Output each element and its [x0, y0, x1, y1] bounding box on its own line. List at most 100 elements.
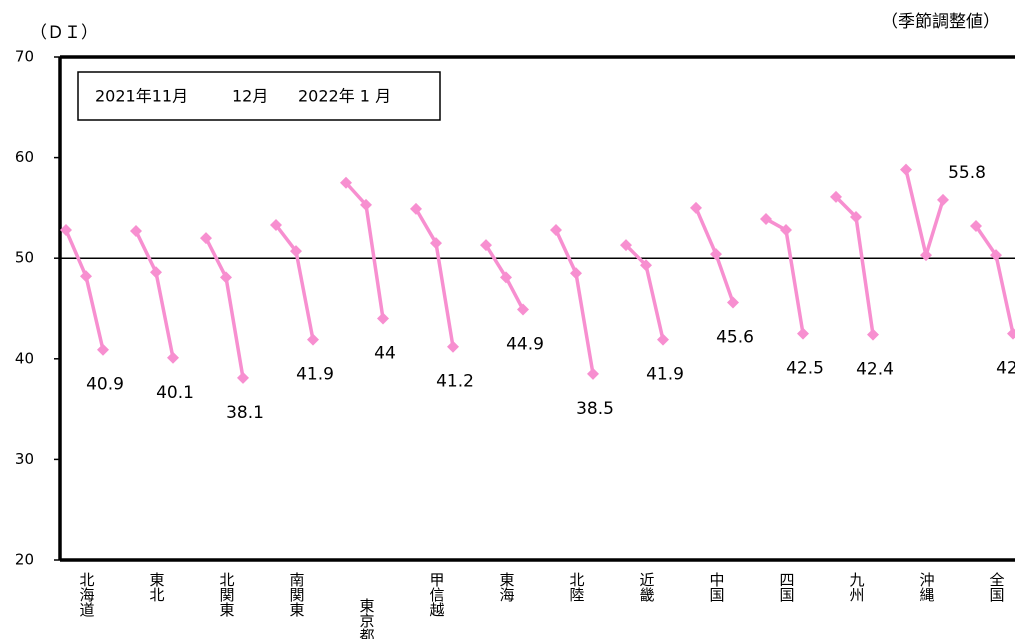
- segment: [504, 276, 525, 311]
- segment: [624, 243, 648, 267]
- note: （季節調整値）: [881, 12, 1000, 32]
- marker: [710, 248, 722, 261]
- segment: [364, 204, 385, 319]
- data-label: 55.8: [948, 163, 986, 183]
- marker: [80, 270, 92, 283]
- data-label: 45.6: [716, 327, 754, 347]
- segment: [224, 277, 245, 379]
- segment: [484, 244, 508, 279]
- y-tick-label: 20: [15, 551, 34, 569]
- segment: [204, 237, 228, 279]
- legend-entry: 2021年11月: [95, 87, 188, 106]
- region-group: [550, 224, 599, 380]
- segment: [854, 216, 875, 335]
- marker: [920, 249, 932, 262]
- marker: [237, 371, 249, 384]
- marker: [500, 271, 512, 284]
- segment: [154, 271, 175, 359]
- x-tick-label: 南関東: [288, 572, 306, 617]
- region-group: [970, 220, 1015, 340]
- marker: [657, 333, 669, 346]
- segment: [344, 181, 368, 207]
- legend-entry: 2022年 1 月: [298, 87, 391, 106]
- marker: [990, 249, 1002, 262]
- y-tick-label: 50: [15, 249, 34, 267]
- marker: [850, 210, 862, 223]
- segment: [714, 253, 735, 304]
- x-tick-label: 北海道: [78, 572, 96, 617]
- x-tick-label: 九州: [848, 572, 866, 602]
- marker: [830, 190, 842, 203]
- x-tick-label: 中国: [708, 572, 726, 602]
- data-label: 41.2: [436, 372, 474, 392]
- marker: [780, 224, 792, 237]
- x-tick-label: 東京都: [358, 598, 376, 639]
- marker: [550, 224, 562, 237]
- region-group: [900, 163, 949, 262]
- data-label: 44: [374, 344, 396, 364]
- marker: [307, 333, 319, 346]
- segment: [994, 254, 1015, 335]
- segment: [434, 242, 455, 348]
- region-group: [620, 239, 669, 346]
- segment: [974, 225, 998, 257]
- segment: [924, 199, 945, 256]
- segment: [64, 229, 88, 278]
- marker: [97, 343, 109, 356]
- region-group: [270, 219, 319, 346]
- region-group: [760, 212, 809, 340]
- x-tick-label: 東北: [148, 572, 166, 602]
- data-label: 40.9: [86, 375, 124, 395]
- region-group: [480, 239, 529, 316]
- x-tick-label: 北陸: [568, 572, 586, 602]
- marker: [220, 271, 232, 284]
- x-tick-label: 東海: [498, 572, 516, 602]
- y-axis-label: （ＤＩ）: [30, 23, 98, 43]
- x-tick-label: 全国: [988, 571, 1006, 602]
- segment: [784, 229, 805, 334]
- x-tick-label: 北関東: [218, 572, 236, 617]
- data-label: 42.4: [856, 360, 894, 380]
- marker: [760, 212, 772, 225]
- segment: [694, 207, 718, 255]
- region-group: [130, 225, 179, 364]
- segment: [574, 272, 595, 375]
- y-tick-label: 70: [15, 48, 34, 66]
- segment: [274, 223, 298, 253]
- segment: [554, 229, 578, 275]
- marker: [377, 312, 389, 325]
- data-label: 40.1: [156, 383, 194, 403]
- data-label: 38.1: [226, 403, 264, 423]
- segment: [84, 275, 105, 351]
- segment: [294, 250, 315, 341]
- region-group: [830, 190, 879, 341]
- segment: [644, 264, 665, 341]
- marker: [570, 267, 582, 280]
- marker: [130, 225, 142, 238]
- region-group: [340, 176, 389, 325]
- region-group: [60, 224, 109, 356]
- y-tick-label: 30: [15, 450, 34, 468]
- marker: [167, 351, 179, 364]
- data-label: 44.9: [506, 335, 544, 355]
- x-tick-label: 近畿: [638, 572, 656, 602]
- segment: [414, 208, 438, 244]
- data-label: 41.9: [646, 365, 684, 385]
- legend-box: [77, 71, 441, 121]
- marker: [587, 367, 599, 380]
- data-label: 42.5: [786, 359, 824, 379]
- marker: [60, 224, 72, 237]
- data-label: 38.5: [576, 399, 614, 419]
- marker: [360, 198, 372, 211]
- data-label: 41.9: [296, 365, 334, 385]
- marker: [937, 193, 949, 206]
- marker: [340, 176, 352, 189]
- marker: [970, 220, 982, 233]
- legend: 2021年11月 12月 2022年 1 月: [77, 71, 441, 121]
- region-group: [200, 232, 249, 384]
- marker: [480, 239, 492, 252]
- x-tick-label: 甲信越: [428, 572, 446, 617]
- marker: [640, 259, 652, 272]
